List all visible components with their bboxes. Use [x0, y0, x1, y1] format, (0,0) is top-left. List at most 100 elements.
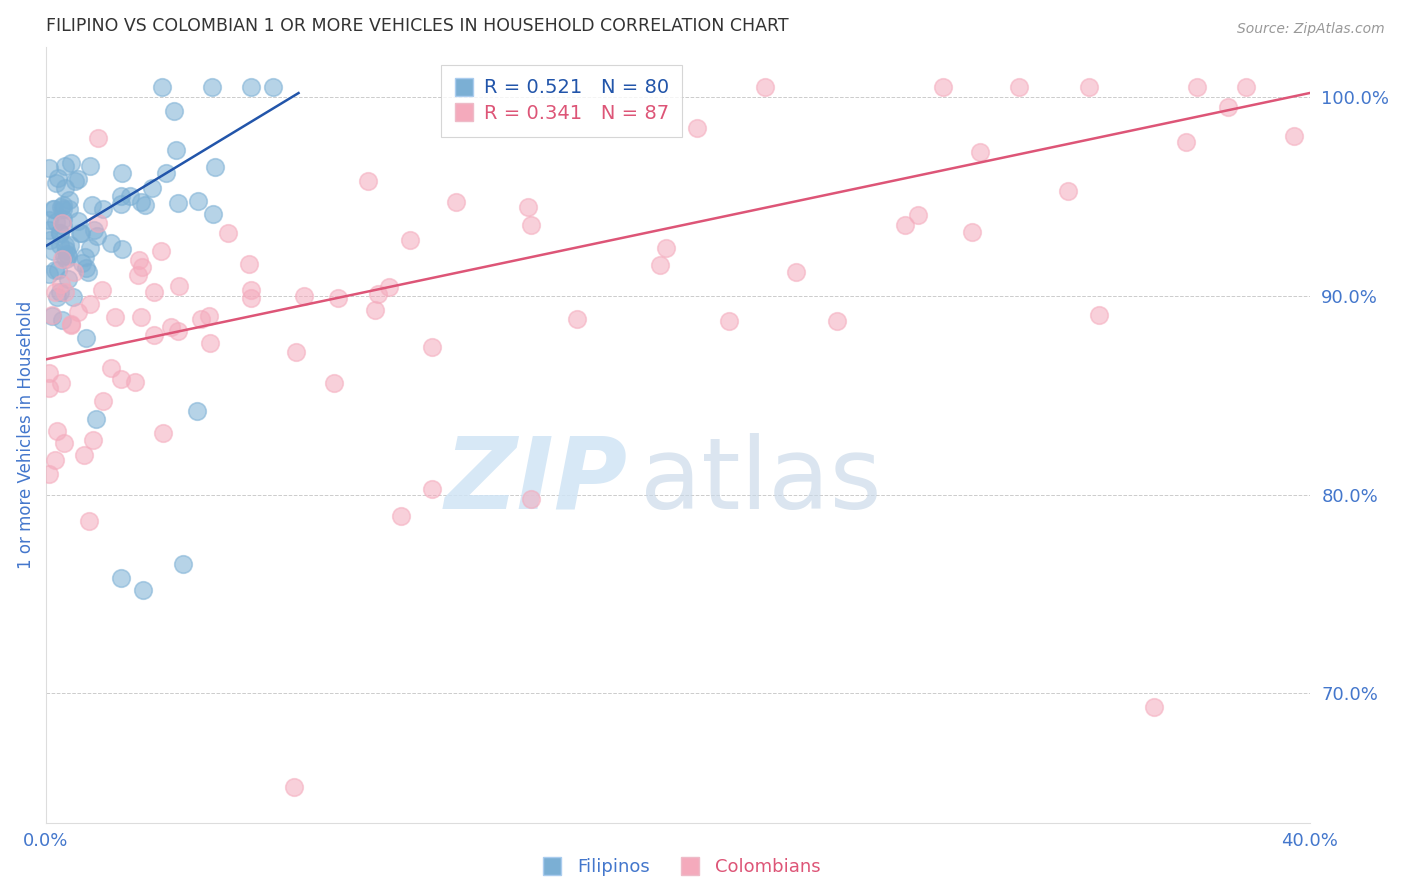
Point — [825, 313, 848, 327]
Point — [110, 166, 132, 180]
Point — [45, 176, 67, 190]
Point — [38, 212, 60, 227]
Point — [110, 372, 132, 386]
Point — [60, 317, 83, 331]
Point — [907, 208, 929, 222]
Point — [172, 557, 194, 571]
Point — [38, 161, 60, 175]
Point — [110, 571, 132, 585]
Point — [198, 309, 221, 323]
Point — [124, 375, 146, 389]
Point — [1187, 80, 1209, 95]
Point — [52, 219, 75, 234]
Point — [328, 291, 350, 305]
Point — [44, 453, 66, 467]
Point — [79, 159, 101, 173]
Point — [42, 202, 65, 217]
Point — [240, 291, 263, 305]
Point — [79, 241, 101, 255]
Point — [131, 260, 153, 275]
Point — [51, 313, 73, 327]
Point — [38, 467, 60, 481]
Point — [66, 214, 89, 228]
Point — [519, 218, 541, 232]
Point — [1174, 135, 1197, 149]
Point — [655, 241, 678, 255]
Legend: Filipinos, Colombians: Filipinos, Colombians — [527, 851, 828, 883]
Point — [969, 145, 991, 159]
Point — [70, 256, 93, 270]
Point — [155, 166, 177, 180]
Point — [163, 103, 186, 118]
Point — [1056, 184, 1078, 198]
Point — [110, 188, 132, 202]
Point — [131, 310, 153, 324]
Point — [91, 202, 114, 216]
Point — [283, 780, 305, 794]
Text: Source: ZipAtlas.com: Source: ZipAtlas.com — [1237, 22, 1385, 37]
Point — [398, 233, 420, 247]
Point — [128, 253, 150, 268]
Point — [686, 120, 709, 135]
Point — [127, 268, 149, 282]
Point — [648, 258, 671, 272]
Point — [49, 227, 72, 241]
Point — [150, 80, 173, 95]
Point — [45, 424, 67, 438]
Point — [77, 514, 100, 528]
Point — [48, 262, 70, 277]
Point — [444, 195, 467, 210]
Point — [378, 280, 401, 294]
Point — [38, 267, 60, 281]
Point — [129, 195, 152, 210]
Point — [55, 285, 77, 299]
Point — [292, 289, 315, 303]
Point — [960, 225, 983, 239]
Point — [517, 200, 540, 214]
Point — [420, 340, 443, 354]
Point — [160, 320, 183, 334]
Point — [39, 233, 62, 247]
Point — [42, 244, 65, 258]
Point — [120, 189, 142, 203]
Point — [59, 238, 82, 252]
Point — [389, 508, 412, 523]
Point — [1143, 700, 1166, 714]
Point — [75, 261, 97, 276]
Point — [58, 202, 80, 216]
Point — [284, 345, 307, 359]
Y-axis label: 1 or more Vehicles in Household: 1 or more Vehicles in Household — [17, 301, 35, 569]
Point — [240, 80, 263, 95]
Point — [69, 226, 91, 240]
Point — [58, 193, 80, 207]
Point — [49, 226, 72, 240]
Point — [262, 80, 284, 95]
Point — [367, 287, 389, 301]
Point — [239, 283, 262, 297]
Point — [73, 449, 96, 463]
Text: atlas: atlas — [640, 433, 882, 530]
Point — [66, 172, 89, 186]
Point — [38, 366, 60, 380]
Point — [55, 252, 77, 267]
Point — [53, 436, 76, 450]
Point — [150, 244, 173, 258]
Point — [55, 244, 77, 258]
Point — [87, 216, 110, 230]
Point — [38, 223, 60, 237]
Point — [56, 272, 79, 286]
Point — [49, 376, 72, 390]
Point — [142, 285, 165, 299]
Point — [44, 263, 66, 277]
Point — [53, 238, 76, 252]
Point — [52, 202, 75, 217]
Point — [48, 285, 70, 299]
Point — [56, 247, 79, 261]
Point — [111, 242, 134, 256]
Point — [52, 211, 75, 226]
Point — [41, 308, 63, 322]
Point — [104, 310, 127, 325]
Point — [49, 238, 72, 252]
Point — [46, 170, 69, 185]
Point — [217, 226, 239, 240]
